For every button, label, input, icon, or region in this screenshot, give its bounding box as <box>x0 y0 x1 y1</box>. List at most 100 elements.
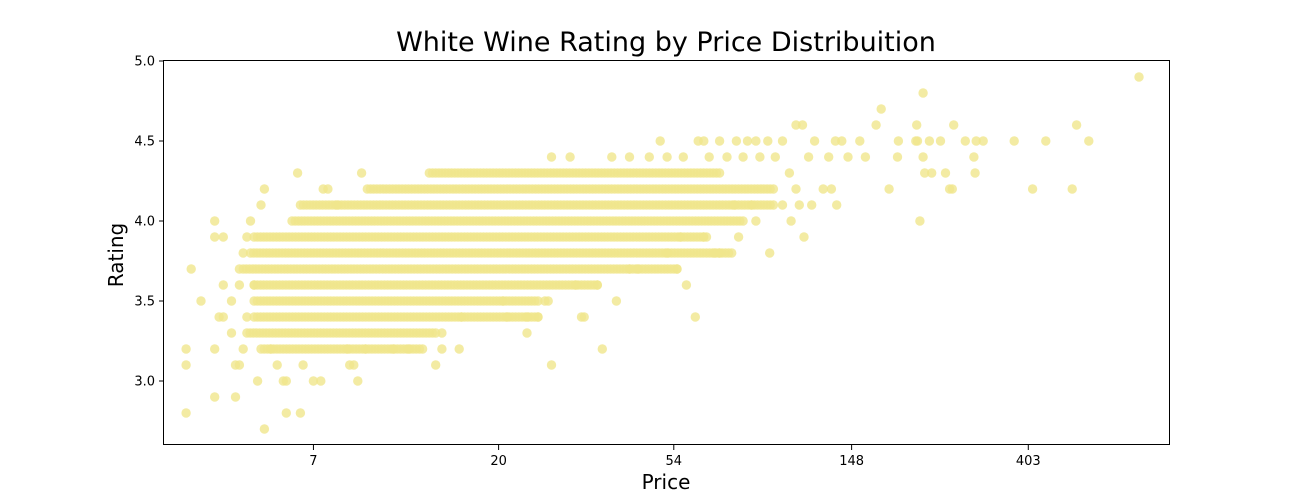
data-point <box>332 200 342 210</box>
y-tick-label: 4.5 <box>134 135 155 150</box>
y-tick-label: 4.0 <box>134 215 155 230</box>
data-point <box>181 408 191 418</box>
data-point <box>1071 120 1082 130</box>
data-point <box>624 152 635 162</box>
data-point <box>403 344 414 354</box>
data-point <box>437 328 447 338</box>
data-point <box>565 152 575 162</box>
data-point <box>242 232 252 242</box>
data-point <box>256 200 266 210</box>
data-point <box>672 264 682 274</box>
x-tick-label: 148 <box>839 454 864 469</box>
data-point <box>949 120 959 130</box>
data-point <box>259 424 270 434</box>
data-point <box>281 408 291 418</box>
data-point <box>947 184 957 194</box>
data-point <box>498 296 508 306</box>
data-point <box>210 216 220 226</box>
data-point <box>714 136 725 146</box>
data-point <box>797 120 808 130</box>
data-point <box>218 312 228 322</box>
x-tick-label: 403 <box>1016 454 1041 469</box>
data-point <box>832 200 842 210</box>
data-point <box>722 152 732 162</box>
data-point <box>893 136 904 146</box>
data-point <box>777 136 788 146</box>
data-point <box>533 296 543 306</box>
data-point <box>343 344 353 354</box>
data-point <box>690 312 700 322</box>
data-point <box>918 88 928 98</box>
data-point <box>1041 136 1051 146</box>
data-point <box>770 152 780 162</box>
data-point <box>218 280 228 290</box>
data-point <box>226 296 237 306</box>
data-point <box>733 232 744 242</box>
data-point <box>210 392 220 402</box>
data-point <box>662 248 672 258</box>
data-point <box>751 216 761 226</box>
data-point <box>978 136 988 146</box>
data-point <box>522 328 532 338</box>
data-point <box>681 280 692 290</box>
data-point <box>308 376 319 386</box>
data-point <box>807 200 817 210</box>
data-point <box>624 264 635 274</box>
data-point <box>1027 184 1038 194</box>
data-point <box>266 344 276 354</box>
data-point <box>579 312 589 322</box>
data-point <box>272 360 282 370</box>
data-point <box>809 136 820 146</box>
data-point <box>295 408 306 418</box>
data-point <box>633 264 643 274</box>
data-point <box>181 360 191 370</box>
data-point <box>454 344 464 354</box>
data-point <box>245 216 256 226</box>
data-point <box>747 200 757 210</box>
data-point <box>742 136 753 146</box>
data-point <box>546 360 557 370</box>
data-point <box>729 200 739 210</box>
x-tick-label: 54 <box>666 454 683 469</box>
data-point <box>210 232 220 242</box>
data-point <box>768 200 779 210</box>
y-axis-label: Rating <box>104 223 128 287</box>
data-point <box>912 136 923 146</box>
data-point <box>502 312 512 322</box>
data-point <box>356 168 367 178</box>
data-point <box>1067 184 1077 194</box>
data-point <box>960 136 970 146</box>
data-point <box>969 152 979 162</box>
data-point <box>316 376 326 386</box>
data-point <box>784 168 795 178</box>
data-point <box>738 216 748 226</box>
data-point <box>876 104 886 114</box>
plot-frame <box>163 60 1170 445</box>
data-point <box>777 200 788 210</box>
data-point <box>298 360 308 370</box>
data-point <box>437 344 447 354</box>
y-tick-label: 5.0 <box>134 55 155 70</box>
data-point <box>791 120 801 130</box>
data-point <box>970 168 980 178</box>
data-point <box>971 136 981 146</box>
data-point <box>218 232 228 242</box>
data-point <box>892 152 903 162</box>
data-point <box>226 328 237 338</box>
x-axis-label: Price <box>642 470 691 494</box>
data-point <box>611 296 622 306</box>
data-point <box>843 152 853 162</box>
x-tick-label: 7 <box>309 454 317 469</box>
y-tick-label: 3.0 <box>134 375 155 390</box>
data-point <box>675 232 685 242</box>
data-point <box>727 248 737 258</box>
data-point <box>826 184 837 194</box>
data-point <box>871 120 881 130</box>
data-point <box>927 168 937 178</box>
y-tick-label: 3.5 <box>134 295 155 310</box>
data-point <box>714 248 725 258</box>
data-point <box>655 136 665 146</box>
data-point <box>249 280 259 290</box>
data-point <box>234 360 245 370</box>
